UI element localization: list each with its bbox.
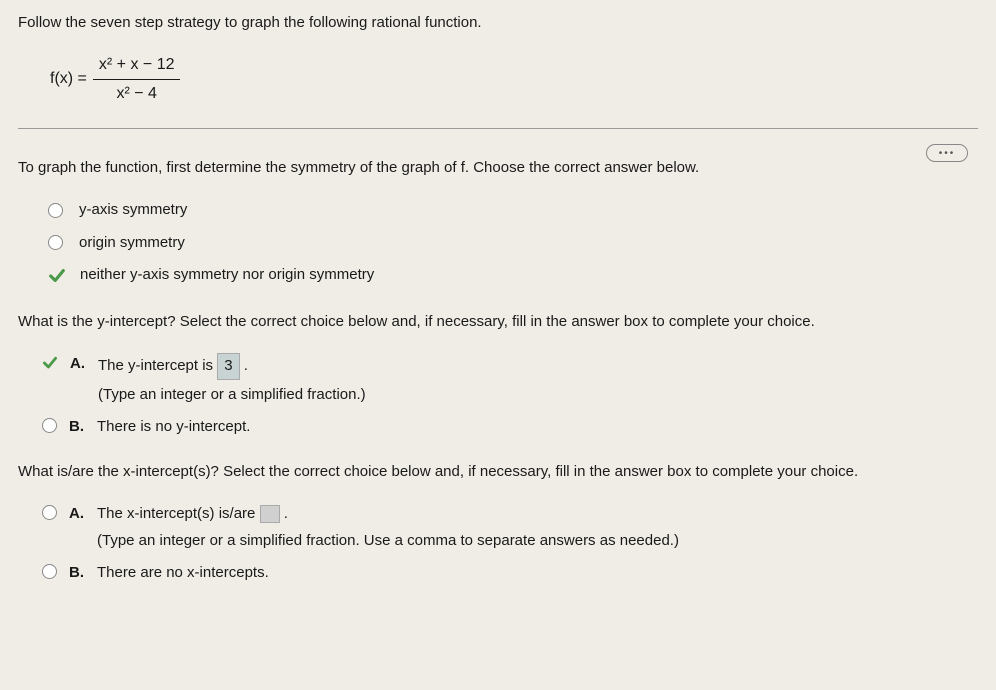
answer-input[interactable]: 3	[217, 353, 239, 380]
section-divider	[18, 128, 978, 129]
x-intercept-option-b[interactable]: B. There are no x-intercepts.	[42, 562, 978, 585]
more-options-button[interactable]: •••	[926, 144, 968, 162]
option-letter: B.	[69, 562, 87, 585]
option-letter: B.	[69, 416, 87, 439]
checkmark-selected-icon	[48, 267, 64, 283]
equation-fraction: x² + x − 12 x² − 4	[93, 53, 181, 106]
question-prompt: Follow the seven step strategy to graph …	[18, 12, 978, 35]
y-intercept-options: A. The y-intercept is 3 . (Type an integ…	[42, 353, 978, 439]
option-label: neither y-axis symmetry nor origin symme…	[80, 264, 374, 287]
option-letter: A.	[70, 353, 88, 376]
option-content: The y-intercept is 3 . (Type an integer …	[98, 353, 978, 406]
hint-text: (Type an integer or a simplified fractio…	[97, 530, 978, 553]
text-before: The x-intercept(s) is/are	[97, 505, 260, 522]
y-intercept-option-b[interactable]: B. There is no y-intercept.	[42, 416, 978, 439]
option-y-axis[interactable]: y-axis symmetry	[48, 199, 978, 222]
radio-unchecked-icon	[42, 505, 57, 520]
radio-unchecked-icon	[42, 564, 57, 579]
option-label: origin symmetry	[79, 232, 185, 255]
x-intercept-options: A. The x-intercept(s) is/are . (Type an …	[42, 503, 978, 585]
option-origin[interactable]: origin symmetry	[48, 232, 978, 255]
text-after: .	[280, 505, 288, 522]
radio-unchecked-icon	[48, 203, 63, 218]
x-intercept-question: What is/are the x-intercept(s)? Select t…	[18, 461, 978, 484]
y-intercept-question: What is the y-intercept? Select the corr…	[18, 311, 978, 334]
option-content: There are no x-intercepts.	[97, 562, 978, 585]
hint-text: (Type an integer or a simplified fractio…	[98, 384, 978, 407]
option-letter: A.	[69, 503, 87, 526]
radio-unchecked-icon	[48, 235, 63, 250]
checkmark-selected-icon	[42, 355, 58, 371]
y-intercept-option-a[interactable]: A. The y-intercept is 3 . (Type an integ…	[42, 353, 978, 406]
numerator: x² + x − 12	[93, 53, 181, 80]
equation-prefix: f(x) =	[50, 67, 87, 91]
symmetry-options: y-axis symmetry origin symmetry neither …	[48, 199, 978, 287]
option-label: y-axis symmetry	[79, 199, 187, 222]
text-after: .	[240, 357, 248, 374]
symmetry-question: To graph the function, first determine t…	[18, 157, 978, 180]
radio-unchecked-icon	[42, 418, 57, 433]
option-content: There is no y-intercept.	[97, 416, 978, 439]
function-equation: f(x) = x² + x − 12 x² − 4	[50, 53, 978, 106]
option-content: The x-intercept(s) is/are . (Type an int…	[97, 503, 978, 552]
option-neither[interactable]: neither y-axis symmetry nor origin symme…	[48, 264, 978, 287]
text-before: The y-intercept is	[98, 357, 217, 374]
x-intercept-option-a[interactable]: A. The x-intercept(s) is/are . (Type an …	[42, 503, 978, 552]
denominator: x² − 4	[110, 80, 162, 106]
answer-input[interactable]	[260, 505, 280, 523]
